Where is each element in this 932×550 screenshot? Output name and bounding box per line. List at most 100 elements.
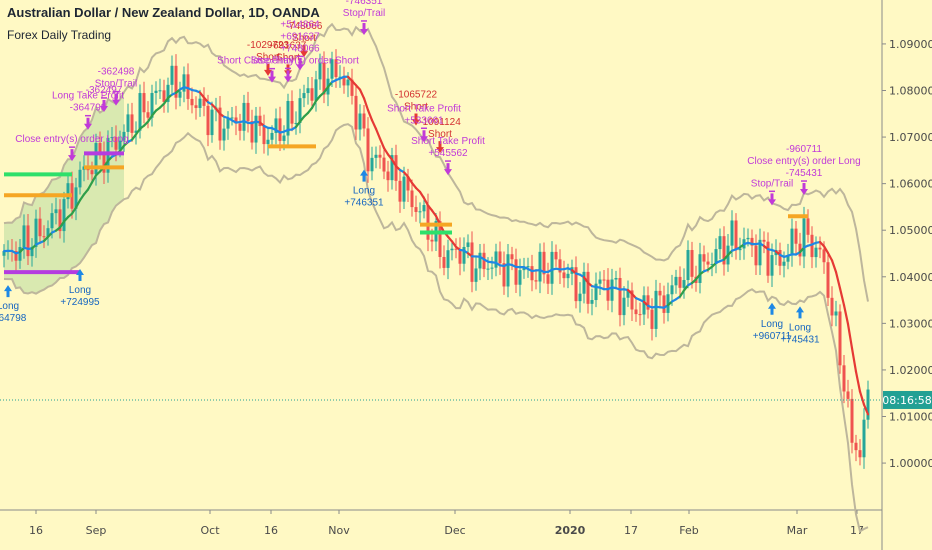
candle-body <box>334 59 338 78</box>
candle-body <box>514 259 518 285</box>
candle-body <box>618 278 622 316</box>
candle-body <box>170 65 174 85</box>
candle-body <box>614 278 618 280</box>
candle-body <box>42 236 46 238</box>
short-signal-label: -1065722 <box>395 89 438 100</box>
candle-body <box>826 262 830 298</box>
candle-body <box>462 246 466 264</box>
candle-body <box>22 225 26 248</box>
exit-marker-arrow <box>268 70 276 83</box>
candle-body <box>850 398 854 443</box>
candle-body <box>154 90 158 93</box>
candle-body <box>754 245 758 266</box>
candle-body <box>166 84 170 102</box>
candle-body <box>838 311 842 366</box>
candle-body <box>442 256 446 268</box>
candle-body <box>490 267 494 269</box>
candle-body <box>522 267 526 271</box>
candle-body <box>478 252 482 269</box>
candle-body <box>306 88 310 94</box>
ma-segment <box>134 127 142 136</box>
candle-body <box>26 225 30 257</box>
short-entry-arrow <box>412 113 420 126</box>
candle-body <box>338 76 342 78</box>
candle-body <box>54 209 58 214</box>
candle-body <box>230 117 234 119</box>
candle-body <box>562 272 566 279</box>
candle-body <box>814 247 818 258</box>
candle-body <box>802 218 806 257</box>
candle-body <box>182 74 186 92</box>
ma-segment <box>382 146 390 156</box>
candle-body <box>602 279 606 281</box>
candle-body <box>474 268 478 282</box>
candle-body <box>702 254 706 262</box>
ma-segment <box>358 88 366 100</box>
candle-body <box>210 109 214 136</box>
exit-signal-label: Stop/Trail <box>751 178 793 189</box>
candle-body <box>94 143 98 175</box>
candle-body <box>538 251 542 282</box>
candle-body <box>402 176 406 202</box>
candle-body <box>626 290 630 298</box>
ma-segment <box>370 119 378 130</box>
candle-body <box>806 218 810 235</box>
price-tick-label: 1.02000 <box>889 364 932 377</box>
candle-body <box>578 293 582 302</box>
ma-segment <box>834 270 842 290</box>
lower-band-line <box>3 123 869 533</box>
candle-body <box>46 228 50 237</box>
candle-body <box>162 90 166 102</box>
candle-body <box>530 266 534 281</box>
candle-body <box>222 128 226 141</box>
candle-body <box>482 252 486 270</box>
candle-body <box>634 309 638 315</box>
candle-body <box>386 171 390 181</box>
ma-segment <box>406 175 414 185</box>
exit-marker-arrow <box>360 22 368 35</box>
candle-body <box>286 100 290 136</box>
candle-body <box>430 239 434 242</box>
ma-segment <box>422 197 430 207</box>
candle-body <box>426 205 430 240</box>
candle-body <box>390 155 394 181</box>
candle-body <box>594 283 598 301</box>
candle-body <box>574 267 578 302</box>
ma-segment <box>854 370 862 393</box>
long-signal-label: Long <box>761 319 783 330</box>
exit-signal-label: -746351 <box>346 0 383 7</box>
ma-segment <box>118 144 126 153</box>
candle-body <box>670 285 674 295</box>
ma-segment <box>850 347 858 373</box>
ma-segment <box>822 245 830 255</box>
candle-body <box>218 107 222 141</box>
candle-body <box>438 221 442 257</box>
long-entry-arrow <box>796 306 804 319</box>
exit-signal-label: -745431 <box>786 168 823 179</box>
short-signal-label: Short <box>428 129 452 140</box>
candle-body <box>550 251 554 284</box>
ma-segment <box>378 137 386 150</box>
exit-marker-arrow <box>112 93 120 106</box>
candle-body <box>90 170 94 175</box>
short-signal-label: -691637 <box>270 40 307 51</box>
exit-signal-label: Stop/Trail <box>95 79 137 90</box>
long-signal-label: +746351 <box>344 198 384 209</box>
candle-body <box>250 121 254 143</box>
exit-marker-arrow <box>284 70 292 83</box>
candle-body <box>510 254 514 260</box>
short-signal-label: -748066 <box>286 21 323 32</box>
price-tick-label: 1.08000 <box>889 84 932 97</box>
candle-body <box>298 98 302 123</box>
candle-body <box>446 250 450 268</box>
candle-body <box>854 442 858 451</box>
candle-body <box>354 95 358 130</box>
short-signal-label: -1091124 <box>419 117 461 128</box>
ma-segment <box>310 99 318 110</box>
candle-body <box>186 74 190 99</box>
candle-body <box>190 98 194 106</box>
last-price-badge <box>883 390 932 409</box>
candle-body <box>246 102 250 122</box>
long-signal-label: +960711 <box>753 331 792 342</box>
